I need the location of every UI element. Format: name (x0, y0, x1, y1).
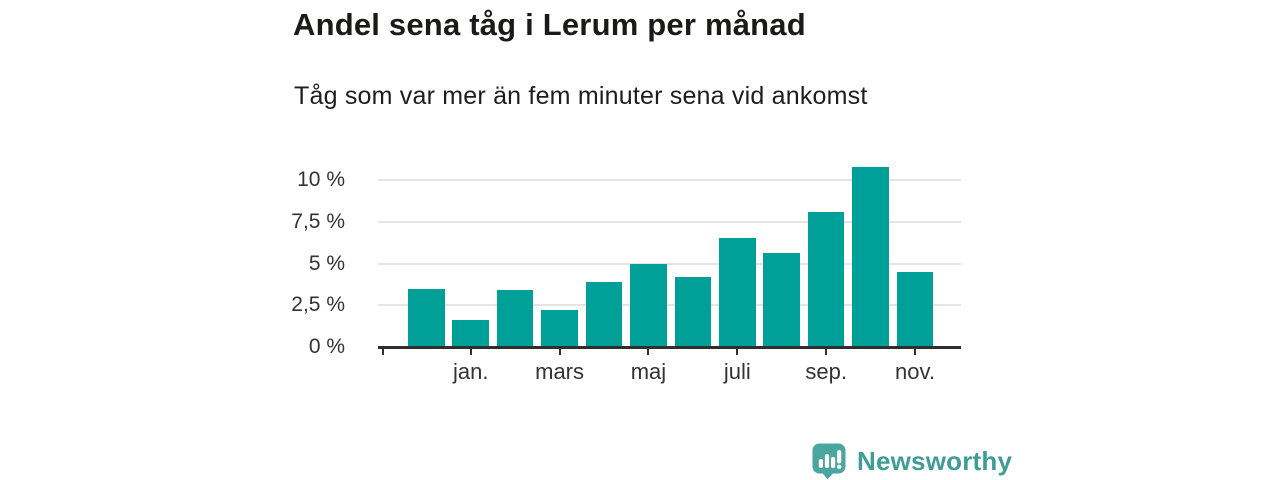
y-axis-tick-label: 0 % (308, 335, 345, 358)
bar (852, 166, 889, 347)
x-axis-tick-label: maj (630, 359, 667, 384)
newsworthy-logo-icon (812, 443, 846, 479)
x-axis-tick-label: jan. (452, 359, 489, 384)
x-axis-tick (736, 348, 739, 355)
gridline (378, 179, 961, 181)
gridline (378, 304, 961, 307)
bar (585, 281, 623, 347)
x-axis-tick (382, 348, 384, 355)
newsworthy-logo-text: Newsworthy (857, 445, 1013, 476)
x-axis-tick (825, 348, 828, 355)
chart-title: Andel sena tåg i Lerum per månad (293, 7, 806, 42)
bar (496, 290, 534, 347)
y-axis-tick-label: 5 % (308, 251, 345, 275)
x-axis-tick (558, 348, 561, 355)
bar (719, 238, 756, 347)
y-axis-tick-label: 10 % (297, 168, 345, 191)
x-axis-tick-label: nov. (895, 359, 935, 384)
x-axis-tick (914, 348, 917, 355)
gridline (378, 262, 961, 265)
newsworthy-branding: Newsworthy (812, 443, 1012, 479)
x-axis-tick (647, 348, 650, 355)
x-axis-tick-label: mars (535, 359, 585, 384)
y-axis-tick-label: 7,5 % (291, 209, 345, 233)
x-axis-tick-label: juli (723, 359, 751, 384)
chart-subtitle: Tåg som var mer än fem minuter sena vid … (294, 82, 868, 110)
bar (630, 263, 667, 347)
bar (763, 253, 800, 347)
bar (452, 320, 489, 347)
bar (674, 276, 712, 347)
gridline (378, 220, 961, 223)
x-axis-tick (469, 348, 472, 355)
y-axis-tick-label: 2,5 % (291, 293, 345, 317)
x-axis-line (378, 346, 961, 349)
bar (408, 288, 445, 347)
bar (807, 211, 845, 347)
bar (896, 271, 934, 347)
bar (541, 310, 578, 347)
x-axis-tick-label: sep. (805, 359, 847, 384)
